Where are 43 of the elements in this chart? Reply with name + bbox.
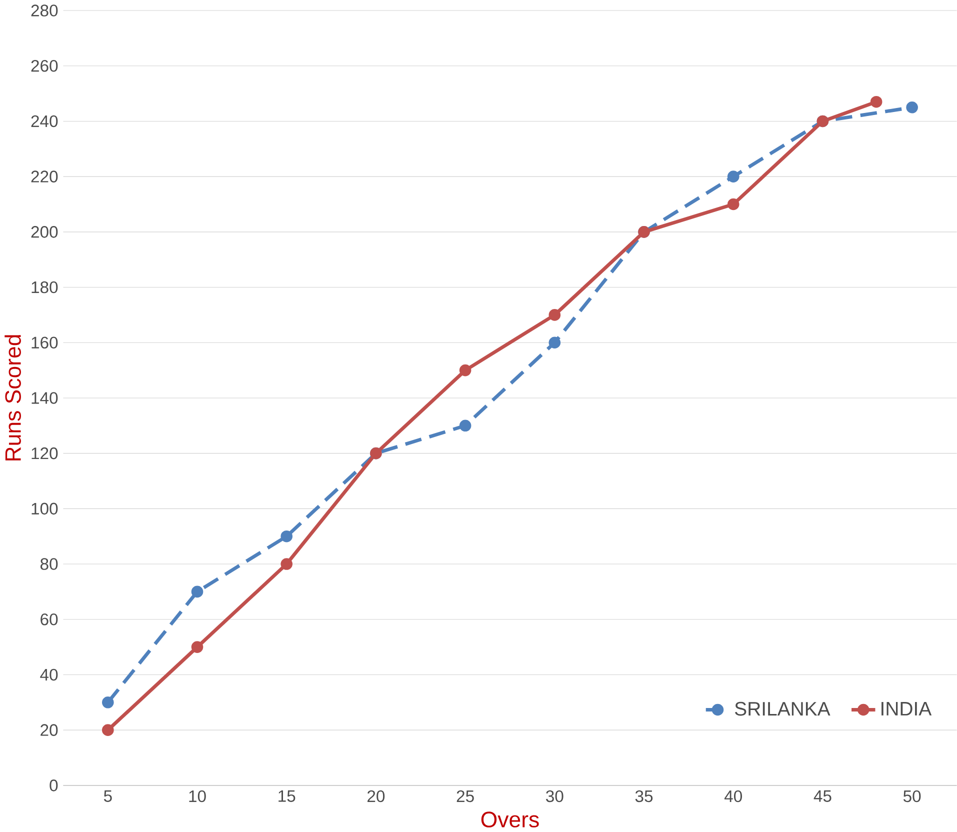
x-axis-title: Overs [481,812,539,828]
y-tick-label: 180 [32,281,58,294]
y-tick-label: 160 [32,336,58,348]
point [191,641,204,653]
y-tick-label: 260 [31,60,58,72]
y-tick-label: 240 [31,115,58,128]
y-tick-label: 220 [31,170,58,182]
point [102,724,114,736]
x-tick-label: 15 [278,790,296,802]
x-tick-label: 45 [814,790,832,802]
y-tick-label: 80 [40,558,58,570]
y-tick-label: 60 [40,613,58,626]
point [191,586,204,598]
y-axis-title: Runs Scored [4,335,21,460]
x-tick-label: 40 [724,790,742,802]
point [102,696,114,708]
point [459,420,472,432]
y-tick-label: 120 [32,447,58,460]
point [870,96,882,108]
x-tick-label: 50 [903,790,921,802]
legend-label: INDIA [882,702,932,716]
point [727,170,740,182]
point [280,558,293,570]
point [548,336,561,349]
y-tick-label: 20 [40,724,58,736]
x-tick-label: 35 [635,790,653,802]
y-tick-label: 100 [32,502,58,515]
point [548,309,561,321]
point [727,198,740,210]
point [906,101,918,114]
y-tick-label: 0 [50,780,58,792]
x-tick-label: 25 [456,790,474,802]
y-tick-label: 200 [31,226,58,238]
y-tick-label: 140 [32,392,58,404]
point [280,530,293,542]
x-tick-label: 10 [189,790,206,802]
x-tick-label: 5 [104,790,112,802]
legend-label: SRILANKA [734,702,830,716]
x-tick-label: 20 [368,790,385,802]
y-tick-label: 40 [40,668,58,681]
x-tick-label: 30 [546,790,564,802]
point [459,364,472,376]
y-tick-label: 280 [31,4,58,16]
